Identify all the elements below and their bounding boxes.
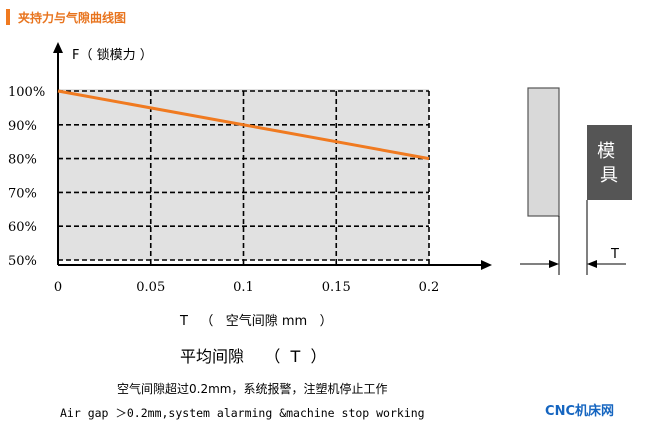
y-axis-label: F（ 锁模力 ） (72, 47, 153, 63)
gap-label: T (610, 247, 619, 262)
y-tick-label: 70% (8, 186, 37, 201)
caption-cn: 空气间隙超过0.2mm，系统报警，注塑机停止工作 (117, 381, 387, 396)
gap-arrow-left-head (549, 260, 559, 268)
x-axis-label: T （ 空气间隙 mm ） (179, 313, 333, 329)
series-line-0 (57, 89, 430, 161)
section-header: 夹持力与气隙曲线图 (6, 8, 126, 26)
x-tick-labels: 0 0.05 0.1 0.15 0.2 (54, 280, 439, 295)
x-tick-label: 0.2 (419, 280, 440, 295)
mold-label: 模 具 (597, 141, 621, 186)
y-tick-label: 100% (8, 85, 45, 100)
caption-title: 平均间隙 （ T ） (180, 347, 326, 366)
watermark: CNC机床网 (545, 404, 614, 419)
gap-arrow-right-head (587, 260, 597, 268)
x-tick-label: 0.05 (136, 280, 165, 295)
caption-en: Air gap ＞0.2mm,system alarming &machine … (60, 406, 425, 420)
section-title: 夹持力与气隙曲线图 (18, 10, 127, 25)
y-axis-arrow (53, 42, 63, 53)
x-tick-label: 0.15 (322, 280, 351, 295)
y-tick-labels: 100% 90% 80% 70% 60% 50% (8, 85, 45, 269)
y-tick-label: 80% (8, 153, 37, 168)
y-tick-label: 50% (8, 254, 37, 269)
x-tick-label: 0 (54, 280, 62, 295)
x-tick-label: 0.1 (233, 280, 254, 295)
y-tick-label: 60% (8, 220, 37, 235)
series-lines (57, 89, 430, 161)
header-accent-bar (6, 9, 10, 25)
y-tick-label: 90% (8, 119, 37, 134)
mold-block (587, 125, 632, 200)
x-axis-arrow (481, 260, 492, 270)
fixed-plate (527, 87, 560, 217)
